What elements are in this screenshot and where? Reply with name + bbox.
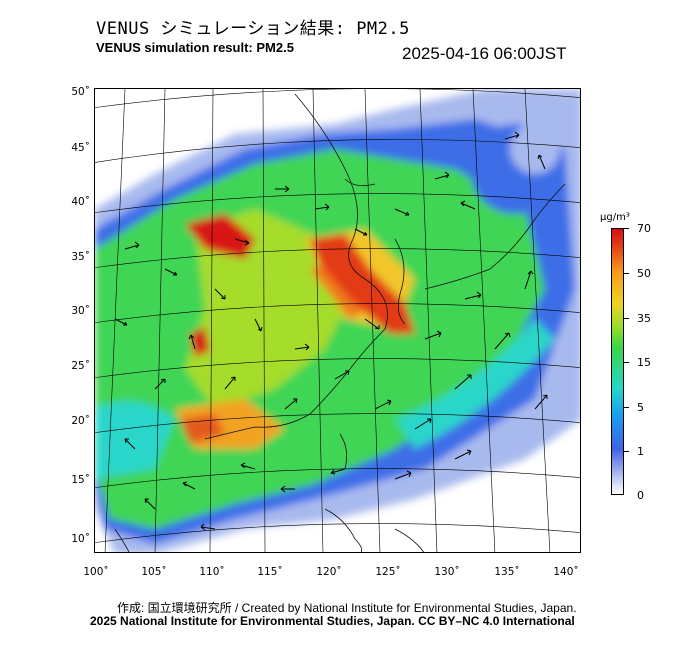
colorbar-tick xyxy=(624,273,629,274)
lat-tick-15: 15˚ xyxy=(71,474,90,486)
lat-tick-10: 10˚ xyxy=(71,533,90,545)
lon-tick-120: 120˚ xyxy=(316,566,342,578)
lon-tick-135: 135˚ xyxy=(494,566,520,578)
colorbar-label-35: 35 xyxy=(637,312,651,325)
colorbar-label-50: 50 xyxy=(637,267,651,280)
colorbar-unit: µg/m³ xyxy=(600,212,630,223)
lon-tick-115: 115˚ xyxy=(257,566,283,578)
colorbar-label-1: 1 xyxy=(637,445,644,458)
lat-tick-45: 45˚ xyxy=(71,142,90,154)
lat-tick-30: 30˚ xyxy=(71,305,90,317)
lat-tick-25: 25˚ xyxy=(71,360,90,372)
colorbar-label-70: 70 xyxy=(637,222,651,235)
lat-tick-20: 20˚ xyxy=(71,415,90,427)
map-canvas xyxy=(95,89,580,552)
title-japanese: VENUS シミュレーション結果: PM2.5 xyxy=(96,19,410,39)
wind-vectors xyxy=(114,131,548,531)
lat-tick-35: 35˚ xyxy=(71,251,90,263)
lon-tick-140: 140˚ xyxy=(553,566,579,578)
lon-tick-125: 125˚ xyxy=(375,566,401,578)
title-english: VENUS simulation result: PM2.5 xyxy=(96,40,294,55)
colorbar-tick xyxy=(624,318,629,319)
colorbar-tick xyxy=(624,228,629,229)
lon-tick-110: 110˚ xyxy=(199,566,225,578)
lat-tick-50: 50˚ xyxy=(71,86,90,98)
coastlines xyxy=(114,93,566,552)
lon-tick-105: 105˚ xyxy=(141,566,167,578)
timestamp: 2025-04-16 06:00JST xyxy=(402,44,567,63)
colorbar-tick xyxy=(624,407,629,408)
pm25-map xyxy=(94,88,581,553)
credit-text: 作成: 国立環境研究所 / Created by National Instit… xyxy=(117,601,577,615)
colorbar-tick xyxy=(624,451,629,452)
lat-tick-40: 40˚ xyxy=(71,196,90,208)
lon-tick-130: 130˚ xyxy=(434,566,460,578)
license-text: 2025 National Institute for Environmenta… xyxy=(90,614,575,628)
graticule xyxy=(95,89,580,552)
colorbar-label-0: 0 xyxy=(637,489,644,502)
lon-tick-100: 100˚ xyxy=(83,566,109,578)
colorbar-label-5: 5 xyxy=(637,401,644,414)
colorbar-tick xyxy=(624,362,629,363)
colorbar-label-15: 15 xyxy=(637,356,651,369)
colorbar xyxy=(611,228,624,495)
